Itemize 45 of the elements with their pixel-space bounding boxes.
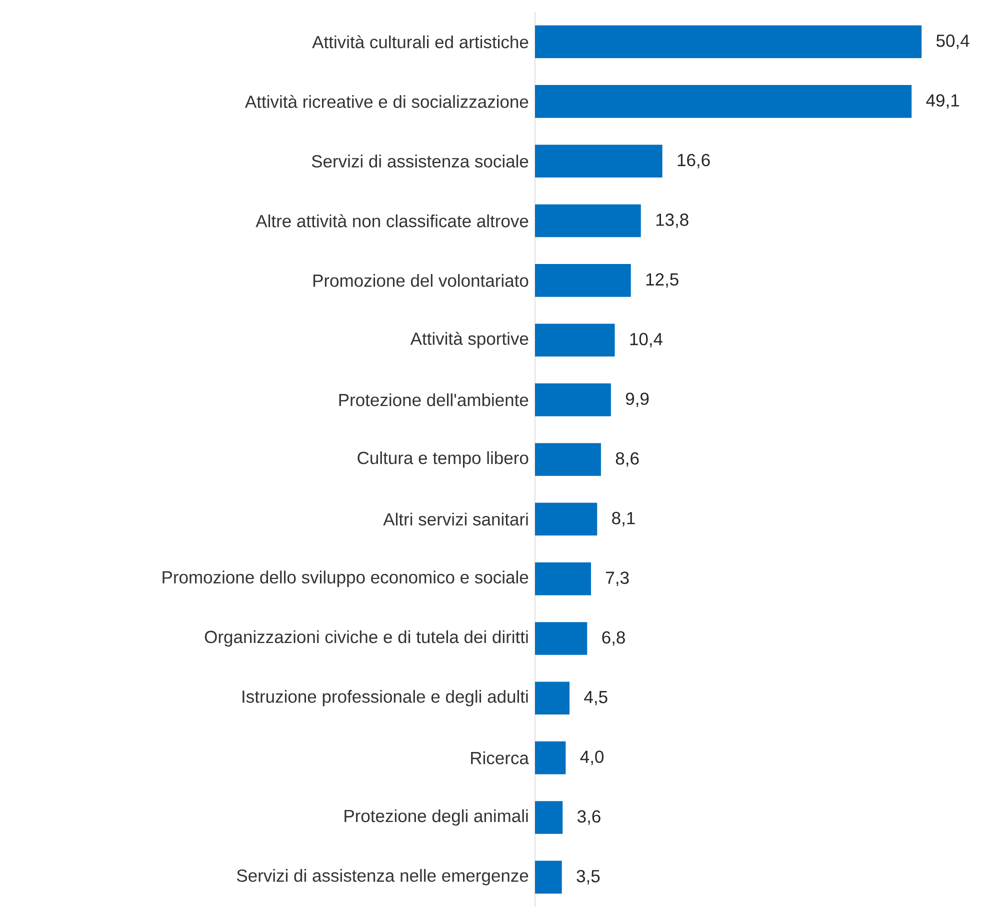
data-label: 10,4 <box>630 332 663 348</box>
data-label: 4,0 <box>580 750 604 766</box>
y-tick-label: Attività culturali ed artistiche <box>312 35 528 48</box>
data-label: 6,8 <box>602 631 625 646</box>
y-tick-label: Attività sportive <box>410 332 528 348</box>
y-tick-label: Ricerca <box>471 751 529 764</box>
y-tick-label: Altre attività non classificate altrove <box>256 214 528 228</box>
data-label: 49,1 <box>926 94 959 109</box>
data-label: 9,9 <box>626 392 649 408</box>
y-tick-label: Servizi di assistenza sociale <box>312 154 528 168</box>
bar <box>535 562 591 596</box>
bar <box>535 443 601 476</box>
bar <box>535 25 922 58</box>
y-tick-label: Promozione del volontariato <box>313 274 528 287</box>
data-label: 16,6 <box>678 154 710 168</box>
data-label: 4,5 <box>584 691 608 706</box>
data-label: 13,8 <box>656 214 688 228</box>
bar <box>535 264 631 297</box>
data-label: 8,6 <box>616 452 639 467</box>
bar <box>535 741 566 774</box>
bar <box>535 801 563 834</box>
y-tick-label: Altri servizi sanitari <box>383 512 528 526</box>
y-tick-label: Attività ricreative e di socializzazione <box>244 94 528 108</box>
y-tick-label: Promozione dello sviluppo economico e sociale <box>162 570 528 587</box>
bar <box>535 502 598 536</box>
y-tick-label: Organizzazioni civiche e di tutela dei diritti <box>204 630 528 647</box>
bar <box>535 682 570 715</box>
data-label: 50,4 <box>936 34 970 49</box>
bar <box>535 383 611 416</box>
y-tick-label: Protezione dell'ambiente <box>339 393 528 406</box>
bar <box>535 144 662 178</box>
data-label: 3,5 <box>576 870 600 884</box>
y-tick-label: Istruzione professionale e degli adulti <box>242 690 528 706</box>
data-label: 8,1 <box>612 512 635 526</box>
y-tick-label: Cultura e tempo libero <box>358 451 528 468</box>
bar <box>535 204 641 238</box>
y-tick-label: Protezione degli animali <box>344 809 528 826</box>
data-label: 7,3 <box>606 572 629 586</box>
bar <box>535 324 615 357</box>
data-label: 3,6 <box>577 810 600 825</box>
bar <box>535 860 562 894</box>
data-label: 12,5 <box>646 273 678 288</box>
y-tick-label: Servizi di assistenza nelle emergenze <box>236 869 528 886</box>
bar <box>535 85 912 118</box>
bar <box>535 622 588 655</box>
